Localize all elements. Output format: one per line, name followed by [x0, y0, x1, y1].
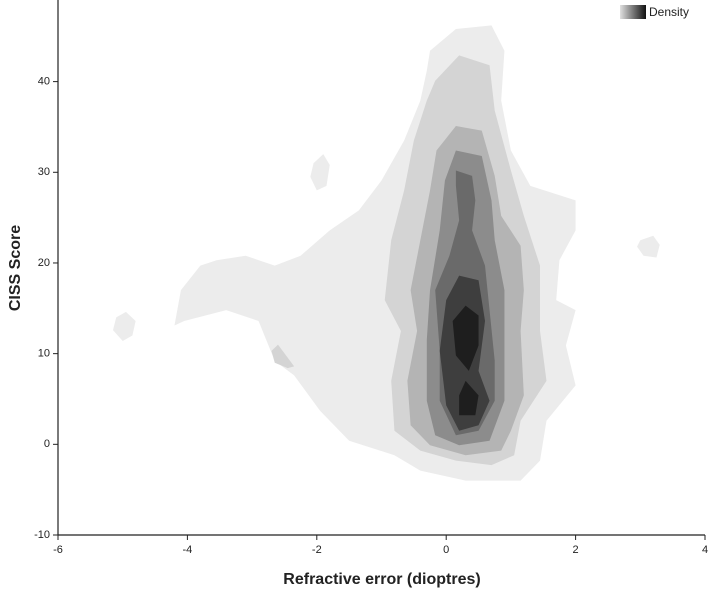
x-tick-label: 4	[702, 544, 708, 556]
y-tick-label: 0	[44, 438, 50, 450]
y-tick-label: 20	[38, 257, 50, 269]
density-region	[459, 380, 479, 416]
contours	[112, 25, 660, 481]
legend-swatch	[620, 5, 646, 19]
density-region	[452, 305, 479, 371]
density-region	[637, 235, 660, 258]
x-tick-label: -6	[53, 544, 63, 556]
density-region	[271, 344, 295, 369]
legend-label: Density	[649, 5, 689, 19]
density-region	[310, 154, 330, 191]
y-axis-title: CISS Score	[7, 225, 24, 311]
y-tick-label: 10	[38, 348, 50, 360]
y-tick-label: 30	[38, 166, 50, 178]
y-tick-label: -10	[34, 529, 50, 541]
x-tick-label: 2	[573, 544, 579, 556]
x-tick-label: -4	[183, 544, 193, 556]
x-axis-title: Refractive error (dioptres)	[283, 571, 480, 588]
x-tick-label: 0	[443, 544, 449, 556]
density-region	[112, 311, 136, 341]
y-tick-label: 40	[38, 76, 50, 88]
x-tick-label: -2	[312, 544, 322, 556]
